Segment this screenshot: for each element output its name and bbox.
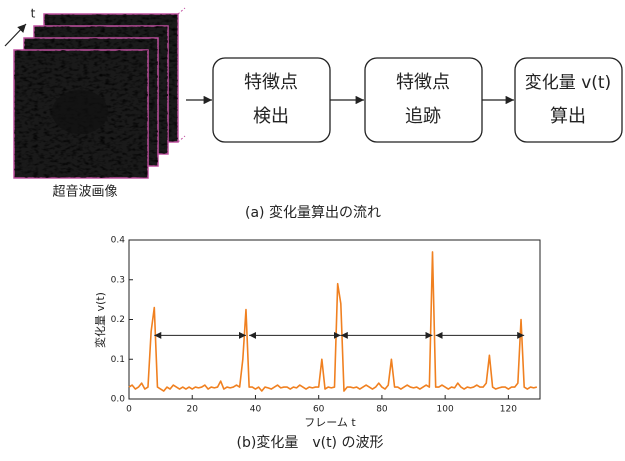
x-tick-label: 120: [500, 405, 517, 415]
y-tick-label: 0.2: [111, 315, 125, 325]
line: [129, 252, 537, 391]
time-label: t: [31, 7, 36, 21]
x-tick-label: 20: [187, 405, 199, 415]
chart: フレーム t 変化量 v(t) (b)変化量 v(t) の波形 0 20 40 60 8…: [93, 236, 540, 452]
y-tick-label: 0.0: [111, 395, 126, 405]
x-tick-label: 0: [126, 405, 132, 415]
box-text: 変化量 v(t): [525, 73, 611, 93]
box-text: 検出: [253, 106, 289, 127]
caption: (b)変化量 v(t) の波形: [237, 434, 384, 451]
x-axis-label: フレーム t: [304, 416, 356, 429]
process-box: [515, 58, 622, 142]
figure: t 超音波画像 特徴点 検出 特徴点 追跡 変化量 v(t) 算出 (a) 変化…: [0, 0, 625, 461]
box-text: 算出: [550, 106, 586, 127]
process-box: [213, 58, 330, 142]
y-tick-label: 0.1: [111, 355, 125, 365]
y-tick-label: 0.4: [111, 236, 126, 246]
box-text: 特徴点: [244, 72, 298, 93]
x-tick-label: 60: [313, 405, 325, 415]
stack-edge: [178, 136, 185, 142]
y-tick-label: 0.3: [111, 275, 125, 285]
y-axis-label: 変化量 v(t): [93, 292, 107, 348]
x-tick-label: 80: [376, 405, 388, 415]
caption: (a) 変化量算出の流れ: [245, 204, 381, 221]
image-stack: t 超音波画像: [5, 7, 185, 200]
x-tick-label: 100: [437, 405, 454, 415]
box-text: 追跡: [405, 106, 441, 127]
x-tick-label: 40: [250, 405, 262, 415]
stack-label: 超音波画像: [52, 184, 117, 200]
stack-edge: [178, 8, 185, 14]
frame: [14, 50, 148, 178]
time-arrow: [5, 24, 26, 46]
process-box: [365, 58, 482, 142]
box-text: 特徴点: [396, 72, 450, 93]
